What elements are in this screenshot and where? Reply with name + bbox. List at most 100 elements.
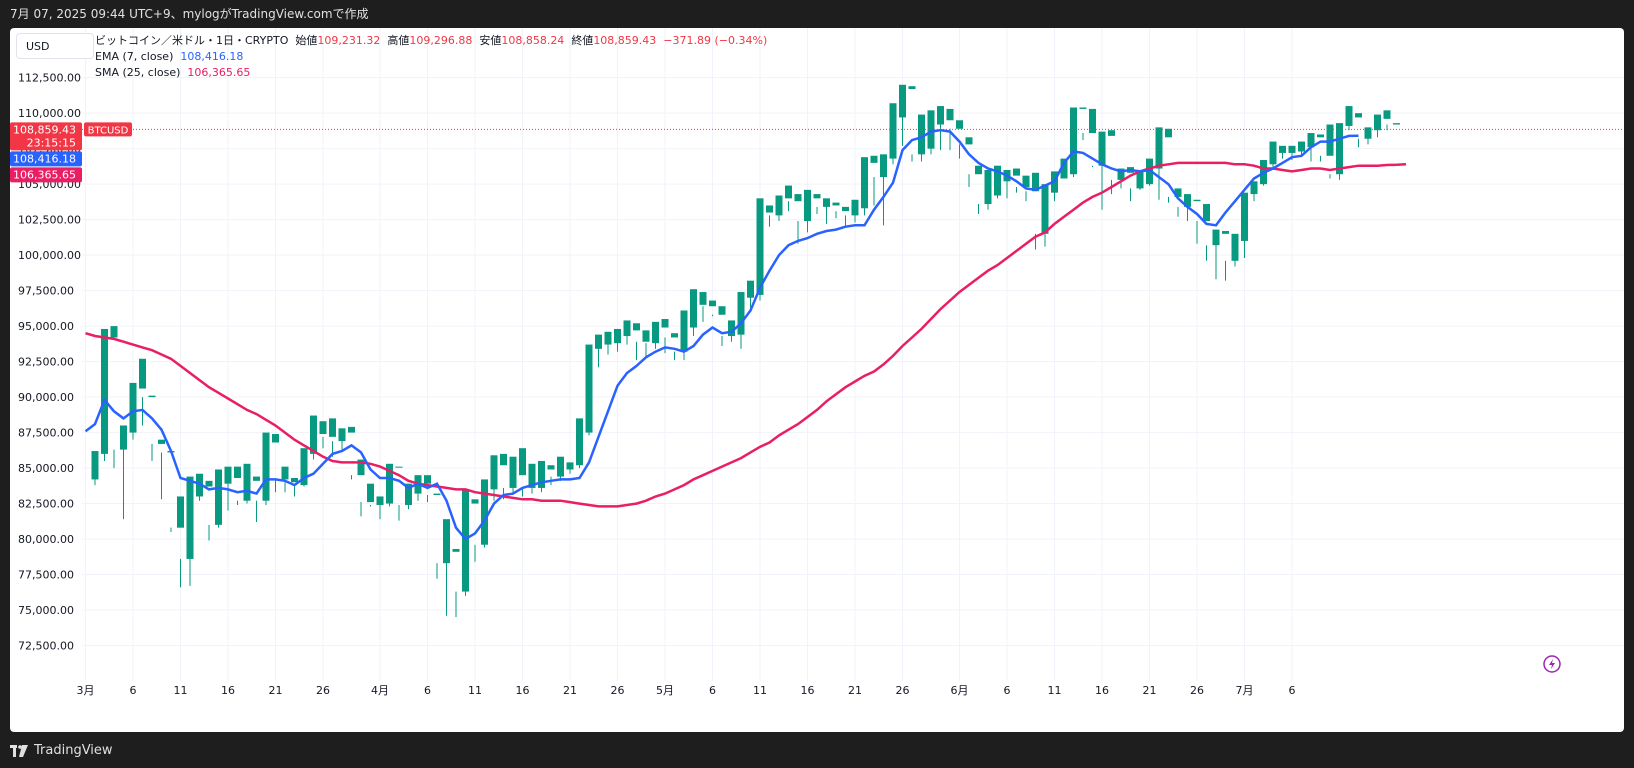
candle-body — [671, 333, 678, 338]
x-tick-label: 5月 — [656, 684, 674, 697]
candle-body — [690, 289, 697, 328]
candle-body — [737, 292, 745, 335]
candle-body — [1222, 230, 1229, 234]
candle-body — [1383, 110, 1391, 119]
candle-body — [1231, 233, 1239, 261]
y-tick-label: 87,500.00 — [18, 427, 74, 440]
candle-body — [329, 418, 336, 437]
sma-line — [85, 161, 1407, 508]
sma-value: 106,365.65 — [187, 66, 251, 79]
countdown-tag: 23:15:15 — [27, 136, 76, 149]
chart-panel[interactable]: 112,500.00110,000.00107,500.00105,000.00… — [10, 28, 1624, 732]
candle-body — [623, 320, 631, 337]
candle-body — [405, 483, 412, 505]
change-value: −371.89 (−0.34%) — [663, 34, 768, 47]
candle-body — [310, 415, 317, 454]
candle-body — [1355, 113, 1362, 118]
candle-body — [699, 292, 707, 305]
y-tick-label: 77,500.00 — [18, 569, 74, 582]
candle-body — [604, 331, 612, 345]
candle-body — [481, 479, 488, 545]
candle-body — [870, 155, 878, 163]
price-chart[interactable]: 112,500.00110,000.00107,500.00105,000.00… — [10, 28, 1624, 732]
candle-body — [272, 433, 279, 443]
candle-body — [804, 189, 811, 222]
candle-body — [747, 280, 754, 298]
candle-body — [842, 206, 849, 212]
x-tick-label: 26 — [1190, 684, 1204, 697]
chart-legend: ビットコイン／米ドル・1日・CRYPTO 始値109,231.32 高値109,… — [95, 33, 767, 81]
ema-row[interactable]: EMA (7, close) 108,416.18 — [95, 49, 767, 65]
candle-body — [490, 455, 498, 490]
candle-body — [946, 108, 954, 121]
candle-body — [1193, 199, 1201, 202]
y-tick-label: 110,000.00 — [18, 107, 81, 120]
x-tick-label: 6月 — [951, 684, 969, 697]
x-tick-label: 6 — [709, 684, 716, 697]
candle-body — [1269, 141, 1277, 165]
x-tick-label: 3月 — [77, 684, 95, 697]
candle-body — [243, 463, 251, 501]
sma-price-tag-bg — [10, 167, 82, 183]
candle-body — [566, 462, 574, 470]
candle-body — [528, 463, 536, 488]
candle-body — [500, 453, 507, 466]
symbol-title[interactable]: ビットコイン／米ドル・1日・CRYPTO — [95, 34, 289, 47]
candle-body — [709, 300, 716, 307]
candle-body — [661, 319, 669, 328]
ema-price-tag-bg — [10, 151, 82, 167]
high-value: 109,296.88 — [409, 34, 473, 47]
y-tick-label: 92,500.00 — [18, 356, 74, 369]
candle-body — [148, 395, 156, 398]
sma-row[interactable]: SMA (25, close) 106,365.65 — [95, 65, 767, 81]
candle-body — [633, 323, 640, 331]
candle-body — [642, 330, 650, 342]
x-tick-label: 26 — [896, 684, 910, 697]
candle-body — [994, 165, 1001, 196]
grid-lines — [82, 28, 1624, 681]
y-tick-label: 72,500.00 — [18, 640, 74, 653]
candle-body — [281, 466, 289, 480]
symbol-tag: BTCUSD — [88, 125, 129, 136]
y-tick-label: 85,000.00 — [18, 462, 74, 475]
x-tick-label: 7月 — [1236, 684, 1254, 697]
y-tick-label: 75,000.00 — [18, 604, 74, 617]
y-tick-label: 112,500.00 — [18, 72, 81, 85]
candle-body — [728, 320, 735, 337]
candle-body — [547, 465, 555, 470]
candle-body — [1279, 145, 1286, 153]
candle-body — [1336, 123, 1343, 175]
candle-body — [1165, 128, 1172, 138]
candle-body — [433, 493, 441, 496]
candle-body — [785, 185, 792, 199]
lightning-icon[interactable] — [1543, 655, 1561, 673]
y-tick-label: 97,500.00 — [18, 285, 74, 298]
candle-body — [452, 548, 460, 552]
x-tick-label: 11 — [174, 684, 188, 697]
x-tick-label: 6 — [130, 684, 137, 697]
x-tick-label: 11 — [1048, 684, 1062, 697]
candle-body — [367, 483, 374, 503]
brand-name[interactable]: TradingView — [34, 743, 113, 758]
candle-body — [1364, 127, 1372, 139]
symbol-tag-bg — [84, 122, 132, 137]
candle-body — [509, 456, 517, 488]
candle-body — [443, 519, 450, 564]
candle-body — [395, 466, 403, 468]
sma-label: SMA (25, close) — [95, 66, 181, 79]
currency-selector[interactable]: USD — [16, 33, 94, 59]
y-tick-label: 102,500.00 — [18, 214, 81, 227]
candle-body — [158, 439, 165, 444]
candle-body — [1079, 107, 1087, 109]
ema-label: EMA (7, close) — [95, 50, 174, 63]
candle-body — [177, 496, 184, 528]
sma-price-tag: 106,365.65 — [13, 168, 76, 181]
candle-body — [908, 86, 916, 90]
x-axis-labels: 3月 6 11 16 21 26 4月 6 11 16 21 26 5月 6 11 16 21 26 6月 6 11 16… — [77, 684, 1296, 697]
candle-body — [1108, 130, 1115, 136]
candle-body — [851, 199, 859, 216]
y-tick-label: 80,000.00 — [18, 533, 74, 546]
candle-body — [756, 198, 764, 295]
candle-body — [1298, 141, 1305, 152]
x-tick-label: 21 — [848, 684, 862, 697]
